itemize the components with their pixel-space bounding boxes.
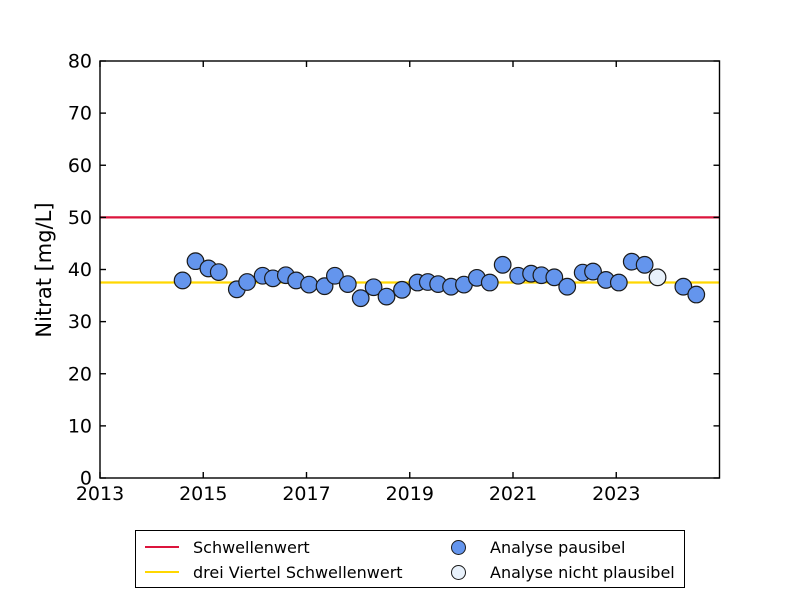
data-point <box>558 277 577 296</box>
y-tick-label: 40 <box>68 259 92 281</box>
legend-label: drei Viertel Schwellenwert <box>193 562 403 582</box>
data-point <box>338 275 357 293</box>
y-tick-label: 80 <box>68 51 92 73</box>
legend-entry-nicht-plausibel: Analyse nicht plausibel <box>446 561 675 583</box>
data-point <box>351 289 370 308</box>
data-point <box>493 255 512 274</box>
legend-label: Analyse nicht plausibel <box>490 562 675 582</box>
y-tick-label: 10 <box>68 415 92 437</box>
data-point <box>209 263 228 282</box>
y-tick-label: 20 <box>68 363 92 385</box>
open-circle-swatch <box>451 564 466 580</box>
data-point <box>238 273 257 291</box>
data-point <box>687 285 706 304</box>
x-tick-label: 2019 <box>386 483 434 505</box>
legend-entry-plausibel: Analyse pausibel <box>446 536 625 558</box>
y-tick-label: 70 <box>68 103 92 125</box>
data-point <box>325 266 344 285</box>
data-point <box>364 278 383 297</box>
data-point <box>635 255 654 274</box>
y-tick-label: 60 <box>68 155 92 177</box>
x-tick-label: 2013 <box>76 483 124 505</box>
legend-entry-drei-viertel: drei Viertel Schwellenwert <box>145 561 403 583</box>
x-tick-label: 2023 <box>592 483 640 505</box>
filled-circle-swatch <box>451 539 466 555</box>
y-tick-label: 0 <box>80 468 92 490</box>
legend-label: Analyse pausibel <box>490 537 626 557</box>
data-point <box>480 273 499 292</box>
legend-label: Schwellenwert <box>193 537 310 557</box>
y-axis-label: Nitrat [mg/L] <box>32 202 56 338</box>
legend-entry-schwellenwert: Schwellenwert <box>145 536 310 558</box>
x-tick-label: 2017 <box>282 483 330 505</box>
data-point <box>609 273 628 292</box>
data-point <box>545 268 564 287</box>
red-line-swatch <box>145 546 179 548</box>
data-point-not-plausible <box>648 268 667 287</box>
data-point <box>300 275 318 294</box>
x-tick-label: 2015 <box>179 483 227 505</box>
data-point <box>393 280 411 299</box>
x-tick-label: 2021 <box>489 483 537 505</box>
legend: Schwellenwert drei Viertel Schwellenwert… <box>135 530 685 588</box>
data-point <box>377 287 396 306</box>
yellow-line-swatch <box>145 571 179 573</box>
data-point <box>173 271 192 290</box>
data-point <box>674 277 693 296</box>
data-point <box>584 262 602 281</box>
y-tick-label: 30 <box>68 311 92 333</box>
y-tick-label: 50 <box>68 207 92 229</box>
